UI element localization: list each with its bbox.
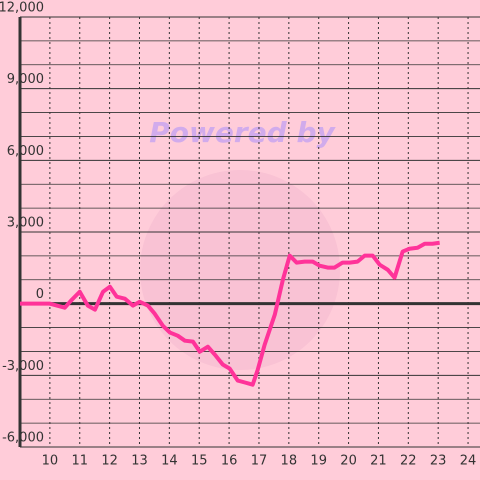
x-tick-label: 13 — [131, 454, 148, 469]
x-tick-label: 21 — [370, 454, 387, 469]
y-tick-label: 6,000 — [7, 144, 44, 159]
x-tick-label: 15 — [191, 454, 208, 469]
watermark: Powered by — [149, 116, 336, 149]
y-tick-label: 3,000 — [7, 216, 44, 231]
x-tick-label: 17 — [251, 454, 268, 469]
x-tick-label: 18 — [281, 454, 298, 469]
x-tick-label: 11 — [71, 454, 88, 469]
y-tick-label: 9,000 — [7, 72, 44, 87]
y-tick-label: 0 — [36, 287, 44, 302]
x-tick-label: 22 — [400, 454, 417, 469]
x-tick-label: 23 — [430, 454, 447, 469]
x-tick-label: 19 — [310, 454, 327, 469]
y-tick-label: -6,000 — [2, 431, 44, 446]
data-line — [20, 240, 440, 387]
x-tick-label: 12 — [101, 454, 118, 469]
x-tick-label: 10 — [42, 454, 59, 469]
x-tick-label: 16 — [221, 454, 238, 469]
y-tick-label: 12,000 — [0, 1, 44, 16]
x-tick-label: 14 — [161, 454, 178, 469]
x-tick-label: 24 — [460, 454, 477, 469]
x-tick-label: 20 — [340, 454, 357, 469]
watermark-image — [140, 170, 340, 370]
y-tick-label: -3,000 — [2, 359, 44, 374]
